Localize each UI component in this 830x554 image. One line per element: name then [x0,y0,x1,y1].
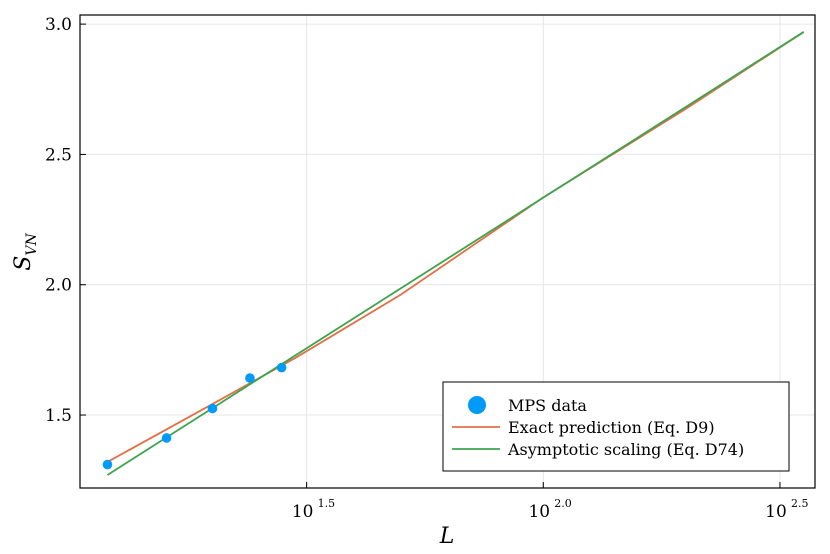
x-axis-label: L [439,524,455,549]
x-tick-label-exponent: 2.0 [554,497,572,510]
x-tick-label: 10 [292,502,314,522]
x-tick-label-exponent: 1.5 [318,497,336,510]
x-tick-label: 10 [765,502,787,522]
legend-marker [468,396,486,414]
series-layer [102,31,805,476]
plot-frame [79,14,816,489]
data-point [161,433,172,443]
legend-label: Asymptotic scaling (Eq. D74) [507,440,744,459]
legend-label: Exact prediction (Eq. D9) [508,418,715,437]
data-point [102,459,113,470]
svg-text:SVN: SVN [11,233,40,271]
y-tick-label: 2.5 [45,145,72,165]
y-axis-label-main: S [11,256,36,271]
data-point [245,373,255,383]
legend: MPS data Exact prediction (Eq. D9) Asympto… [442,381,790,472]
x-tick-label-exponent: 2.5 [791,497,809,510]
x-tick-label: 10 [528,502,550,522]
y-tick-label: 2.0 [45,276,72,296]
legend-box [442,381,790,472]
y-axis-label: SVN [11,233,40,271]
series-line [106,31,805,476]
data-point [207,403,218,414]
ticks: 10 1.5 10 2.0 10 2.5 1.5 2.0 2.5 3.0 [45,15,809,522]
legend-label: MPS data [508,396,587,415]
y-axis-label-sub: VN [24,233,40,256]
y-tick-label: 1.5 [45,406,72,426]
y-tick-label: 3.0 [45,15,72,35]
data-point [276,362,287,373]
